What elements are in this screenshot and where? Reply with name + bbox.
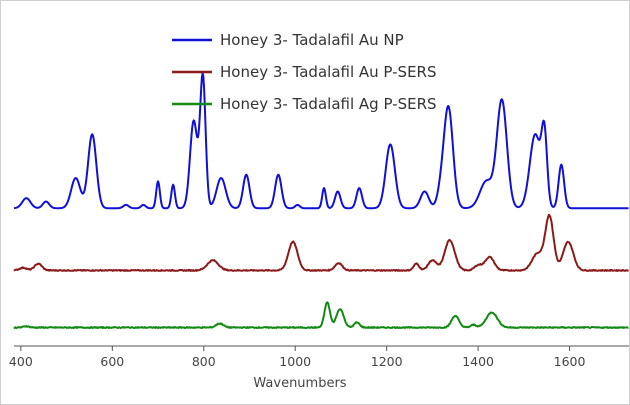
legend-label-au-np: Honey 3- Tadalafil Au NP — [220, 31, 404, 49]
x-axis-label: Wavenumbers — [253, 376, 346, 391]
series-line-0 — [13, 72, 629, 210]
x-tick-label: 400 — [9, 354, 33, 369]
legend-label-ag-psers: Honey 3- Tadalafil Ag P-SERS — [220, 95, 437, 113]
legend-entry-au-psers: Honey 3- Tadalafil Au P-SERS — [172, 63, 437, 81]
x-tick-label: 1600 — [554, 354, 586, 369]
legend-entry-ag-psers: Honey 3- Tadalafil Ag P-SERS — [172, 95, 437, 113]
series-line-1 — [13, 213, 629, 272]
series-layer — [13, 72, 629, 330]
x-tick-label: 1000 — [279, 354, 311, 369]
series-line-2 — [13, 301, 629, 330]
x-ticks: 400 600 800 1000 1200 1400 1600 — [9, 346, 586, 369]
legend-entry-au-np: Honey 3- Tadalafil Au NP — [172, 31, 404, 49]
legend-label-au-psers: Honey 3- Tadalafil Au P-SERS — [220, 63, 437, 81]
x-tick-label: 800 — [192, 354, 216, 369]
legend: Honey 3- Tadalafil Au NP Honey 3- Tadala… — [172, 31, 437, 113]
x-tick-label: 1200 — [371, 354, 403, 369]
x-tick-label: 600 — [100, 354, 124, 369]
x-tick-label: 1400 — [462, 354, 494, 369]
